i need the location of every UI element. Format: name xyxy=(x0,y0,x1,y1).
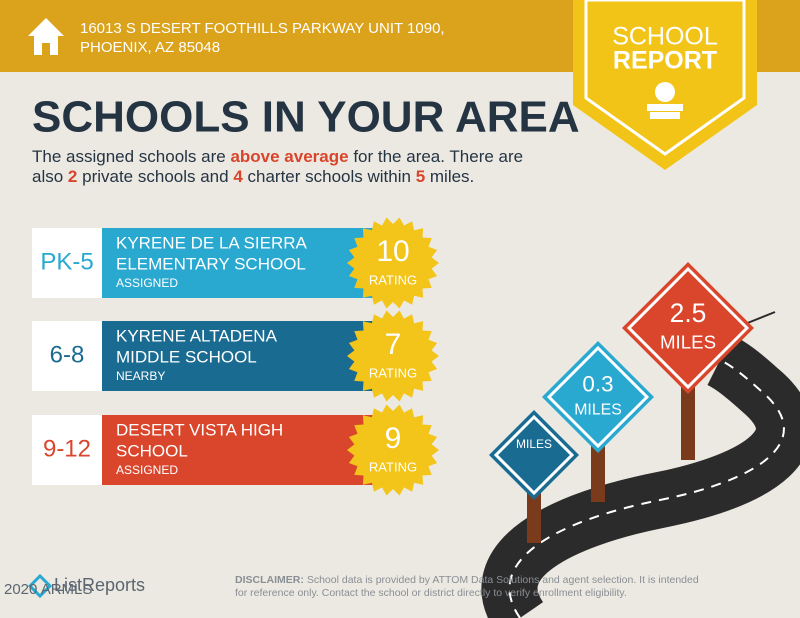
rating: 10 xyxy=(376,235,409,268)
rating-label: RATING xyxy=(369,459,417,474)
school-name: MIDDLE SCHOOL xyxy=(116,347,257,366)
intro-text: miles. xyxy=(425,167,474,186)
school-bar xyxy=(102,415,382,485)
grade-box xyxy=(32,228,102,298)
address: 16013 S DESERT FOOTHILLS PARKWAY UNIT 10… xyxy=(80,20,445,37)
intro-text: The assigned schools are xyxy=(32,147,230,166)
intro-highlight: 2 xyxy=(68,167,77,186)
school-name: KYRENE DE LA SIERRA xyxy=(116,233,308,252)
grade: 6-8 xyxy=(50,341,85,368)
school-status: ASSIGNED xyxy=(116,463,178,477)
badge-text: SCHOOL xyxy=(612,23,718,51)
badge: SCHOOL REPORT xyxy=(573,0,757,170)
copyright: 2020 ARMLS xyxy=(4,581,92,598)
school-name: KYRENE ALTADENA xyxy=(116,326,278,345)
school-bar xyxy=(102,228,382,298)
intro-text: also xyxy=(32,167,68,186)
sign-unit: MILES xyxy=(516,437,552,451)
footer-logo: ListReports 2020 ARMLS xyxy=(4,573,145,599)
disclaimer: DISCLAIMER: School data is provided by AT… xyxy=(235,574,699,586)
rating-badge xyxy=(347,217,439,309)
intro-highlight: above average xyxy=(230,147,348,166)
intro-text: private schools and xyxy=(77,167,233,186)
sign-border xyxy=(546,345,650,449)
rating: 9 xyxy=(385,422,402,455)
badge-text: REPORT xyxy=(613,47,717,75)
title: SCHOOLS IN YOUR AREA xyxy=(32,93,580,142)
disclaimer: for reference only. Contact the school o… xyxy=(235,587,627,599)
sign-distance: 2.5 xyxy=(670,298,707,328)
school-name: ELEMENTARY SCHOOL xyxy=(116,254,306,273)
sign-unit: MILES xyxy=(660,331,716,352)
school-name: DESERT VISTA HIGH xyxy=(116,420,283,439)
address: PHOENIX, AZ 85048 xyxy=(80,39,220,56)
grade-box xyxy=(32,415,102,485)
grade: PK-5 xyxy=(40,248,93,275)
intro-highlight: 4 xyxy=(233,167,243,186)
sign xyxy=(489,410,579,500)
intro-text: for the area. There are xyxy=(349,147,524,166)
rating-label: RATING xyxy=(369,365,417,380)
intro-highlight: 5 xyxy=(416,167,425,186)
sign-border xyxy=(626,266,750,390)
logo: ListReports xyxy=(54,575,145,595)
intro: also 2 private schools and 4 charter sch… xyxy=(32,167,474,186)
sign-unit: MILES xyxy=(574,401,622,418)
sign xyxy=(542,341,654,453)
rating-badge xyxy=(347,310,439,402)
rating: 7 xyxy=(385,328,402,361)
sign-distance: 0.3 xyxy=(582,372,613,397)
home-icon xyxy=(28,18,64,55)
rating-badge xyxy=(347,404,439,496)
intro: The assigned schools are above average f… xyxy=(32,147,523,166)
grade: 9-12 xyxy=(43,435,91,462)
intro-text: charter schools within xyxy=(243,167,416,186)
disclaimer-text: School data is provided by ATTOM Data So… xyxy=(307,574,699,586)
school-list: PK-5 KYRENE DE LA SIERRA ELEMENTARY SCHOOL… xyxy=(32,217,439,496)
school-name: SCHOOL xyxy=(116,441,188,460)
sign xyxy=(622,262,754,394)
school-status: ASSIGNED xyxy=(116,276,178,290)
school-bar xyxy=(102,321,382,391)
distance-signs: 2.5 MILES 0.3 MILES MILES xyxy=(489,262,754,543)
rating-label: RATING xyxy=(369,272,417,287)
disclaimer-label: DISCLAIMER: xyxy=(235,574,304,586)
school-status: NEARBY xyxy=(116,369,165,383)
grade-box xyxy=(32,321,102,391)
sign-border xyxy=(493,414,575,496)
